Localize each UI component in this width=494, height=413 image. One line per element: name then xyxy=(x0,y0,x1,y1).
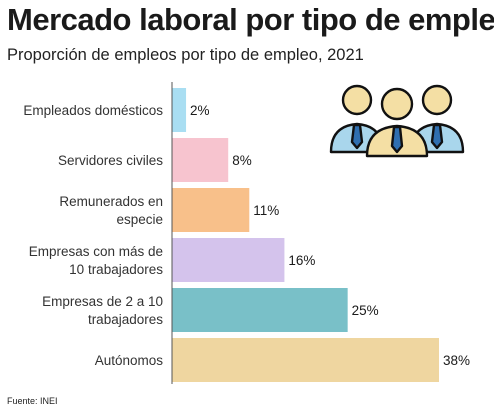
category-label: Empleados domésticos xyxy=(23,103,163,118)
source-note: Fuente: INEI xyxy=(7,396,58,406)
chart-subtitle: Proporción de empleos por tipo de empleo… xyxy=(7,46,364,64)
chart-title: Mercado laboral por tipo de empleo xyxy=(7,2,494,37)
value-label: 16% xyxy=(288,253,315,268)
bar xyxy=(172,288,348,332)
bar xyxy=(172,138,229,182)
bar xyxy=(172,238,285,282)
value-label: 38% xyxy=(443,353,470,368)
category-label: Autónomos xyxy=(95,353,164,368)
value-label: 8% xyxy=(232,153,252,168)
bar xyxy=(172,188,250,232)
value-label: 25% xyxy=(352,303,379,318)
category-label: Servidores civiles xyxy=(58,153,163,168)
group-of-workers-icon xyxy=(329,84,465,158)
bar xyxy=(172,338,439,382)
value-label: 2% xyxy=(190,103,210,118)
value-label: 11% xyxy=(253,203,279,218)
bar xyxy=(172,88,187,132)
category-label: Empresas con más de 10 trabajadores xyxy=(29,244,164,277)
category-label: Remunerados en especie xyxy=(59,194,163,227)
category-label: Empresas de 2 a 10 trabajadores xyxy=(42,294,163,327)
